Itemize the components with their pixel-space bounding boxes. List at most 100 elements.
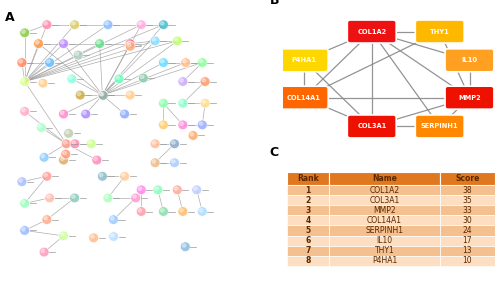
Circle shape (20, 107, 30, 116)
Text: 10: 10 (462, 256, 472, 265)
Text: SERPINH1: SERPINH1 (366, 226, 404, 235)
FancyBboxPatch shape (445, 86, 494, 109)
Circle shape (202, 100, 205, 104)
Bar (440, 215, 495, 226)
Circle shape (188, 131, 198, 140)
Text: 33: 33 (462, 206, 472, 215)
Circle shape (136, 207, 146, 216)
Circle shape (108, 215, 118, 224)
Circle shape (155, 187, 158, 190)
Text: MMP2: MMP2 (373, 206, 396, 215)
Circle shape (36, 123, 46, 133)
Text: 2: 2 (306, 196, 310, 205)
Circle shape (46, 60, 50, 63)
Circle shape (200, 209, 203, 212)
FancyBboxPatch shape (280, 49, 328, 72)
Text: THY1: THY1 (374, 246, 394, 255)
Circle shape (150, 139, 160, 149)
Circle shape (138, 73, 148, 83)
Circle shape (81, 109, 90, 119)
Circle shape (180, 100, 184, 104)
Circle shape (150, 158, 160, 168)
Text: A: A (6, 11, 15, 24)
Circle shape (136, 185, 146, 195)
Circle shape (98, 171, 108, 181)
Circle shape (182, 60, 186, 63)
Circle shape (44, 193, 54, 203)
Circle shape (152, 160, 156, 163)
Circle shape (75, 90, 85, 100)
Circle shape (178, 98, 188, 108)
Circle shape (125, 90, 135, 100)
Circle shape (70, 193, 80, 203)
Bar (287, 205, 329, 215)
Circle shape (20, 77, 30, 86)
Bar (440, 185, 495, 195)
Circle shape (92, 155, 102, 165)
Text: 4: 4 (306, 216, 310, 225)
Circle shape (172, 36, 182, 46)
Bar (287, 256, 329, 266)
FancyBboxPatch shape (416, 115, 464, 138)
Bar (329, 173, 440, 185)
Text: Rank: Rank (297, 174, 319, 183)
FancyBboxPatch shape (348, 115, 396, 138)
Bar (329, 205, 440, 215)
Circle shape (152, 38, 156, 41)
Circle shape (39, 153, 49, 162)
Circle shape (20, 28, 30, 38)
Circle shape (70, 139, 80, 149)
Circle shape (172, 141, 175, 144)
Circle shape (20, 199, 30, 208)
Circle shape (17, 177, 27, 187)
Circle shape (64, 141, 67, 144)
Bar (287, 195, 329, 205)
Circle shape (44, 217, 48, 220)
Circle shape (58, 109, 68, 119)
Circle shape (72, 195, 75, 199)
Bar (440, 256, 495, 266)
Circle shape (60, 111, 64, 114)
Circle shape (22, 108, 25, 112)
Circle shape (160, 209, 164, 212)
Circle shape (200, 98, 210, 108)
Text: 6: 6 (306, 236, 310, 245)
Circle shape (125, 41, 135, 51)
Circle shape (120, 171, 130, 181)
Circle shape (170, 158, 179, 168)
Text: C: C (270, 146, 279, 159)
Circle shape (122, 111, 125, 114)
Circle shape (138, 22, 141, 25)
Bar (440, 173, 495, 185)
Bar (287, 215, 329, 226)
Circle shape (44, 58, 54, 67)
Text: COL14A1: COL14A1 (287, 95, 320, 101)
Bar (287, 185, 329, 195)
Text: P4HA1: P4HA1 (372, 256, 397, 265)
Circle shape (66, 130, 69, 134)
Circle shape (44, 22, 48, 25)
Text: 3: 3 (306, 206, 310, 215)
Circle shape (192, 185, 202, 195)
Circle shape (69, 76, 72, 79)
Circle shape (60, 233, 64, 236)
Circle shape (88, 141, 92, 144)
Circle shape (72, 141, 76, 144)
Circle shape (38, 125, 42, 128)
Bar (287, 173, 329, 185)
Circle shape (125, 39, 135, 49)
Bar (440, 246, 495, 256)
Text: COL3A1: COL3A1 (370, 196, 400, 205)
Circle shape (132, 195, 136, 199)
Circle shape (198, 120, 207, 130)
Circle shape (198, 207, 207, 216)
Circle shape (182, 244, 186, 247)
Text: 5: 5 (306, 226, 310, 235)
Bar (440, 235, 495, 246)
Circle shape (73, 50, 83, 60)
Circle shape (160, 100, 164, 104)
Circle shape (75, 52, 78, 56)
Circle shape (158, 120, 168, 130)
Circle shape (110, 233, 114, 237)
Circle shape (60, 41, 64, 44)
